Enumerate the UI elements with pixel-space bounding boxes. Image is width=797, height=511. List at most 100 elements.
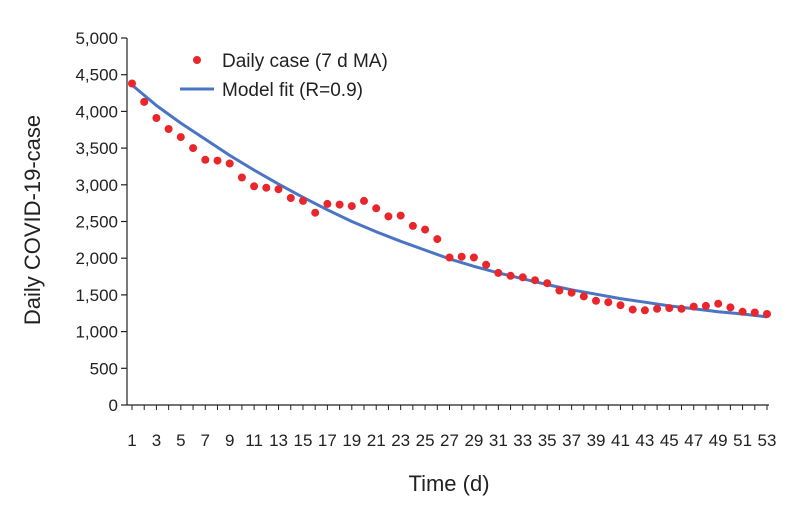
data-point — [225, 159, 234, 168]
x-tick-label: 1 — [127, 431, 136, 450]
x-tick-label: 3 — [152, 431, 161, 450]
data-point — [701, 301, 710, 310]
data-point — [164, 125, 173, 133]
data-point — [189, 144, 198, 153]
data-point — [665, 304, 674, 313]
data-point — [299, 196, 307, 205]
data-point — [140, 97, 149, 106]
data-point — [384, 212, 393, 221]
data-point — [286, 194, 295, 202]
data-point — [408, 221, 417, 230]
x-tick-label: 53 — [758, 431, 777, 450]
x-tick-label: 19 — [342, 431, 361, 450]
data-point — [433, 235, 442, 244]
y-axis-title: Daily COVID-19-case — [20, 115, 45, 325]
y-tick-label: 3,500 — [75, 139, 118, 158]
data-point — [750, 308, 759, 317]
data-point — [323, 199, 332, 208]
data-point — [518, 273, 527, 282]
x-tick-label: 51 — [733, 431, 752, 450]
x-tick-label: 23 — [391, 431, 410, 450]
data-point — [250, 182, 259, 191]
x-tick-label: 9 — [225, 431, 234, 450]
data-point — [274, 185, 283, 194]
data-point — [201, 155, 210, 164]
data-point — [213, 156, 222, 165]
x-tick-label: 15 — [294, 431, 313, 450]
data-point — [592, 296, 600, 305]
x-tick-label: 43 — [635, 431, 654, 450]
y-tick-label: 4,500 — [75, 66, 118, 85]
y-tick-label: 5,000 — [75, 29, 118, 48]
legend-label-line: Model fit (R=0.9) — [222, 80, 363, 101]
data-point — [567, 288, 576, 297]
data-point — [372, 204, 381, 213]
x-tick-label: 35 — [538, 431, 557, 450]
data-point — [445, 253, 454, 262]
x-tick-label: 25 — [416, 431, 435, 450]
y-tick-label: 2,500 — [75, 213, 118, 232]
model-fit-line — [131, 83, 768, 319]
data-point — [311, 208, 320, 217]
legend: Daily case (7 d MA) Model fit (R=0.9) — [180, 51, 388, 101]
x-tick-label: 29 — [464, 431, 483, 450]
data-point — [677, 304, 686, 313]
legend-scatter-marker — [193, 56, 201, 64]
x-tick-label: 37 — [562, 431, 581, 450]
x-tick-label: 45 — [660, 431, 679, 450]
y-tick-label: 3,000 — [75, 176, 118, 195]
data-point — [616, 301, 625, 310]
data-point — [726, 303, 735, 312]
y-tick-label: 1,000 — [75, 323, 118, 342]
x-tick-label: 33 — [513, 431, 532, 450]
data-point — [604, 298, 613, 307]
data-point — [128, 79, 136, 88]
x-tick-label: 21 — [367, 431, 386, 450]
data-point — [640, 306, 649, 315]
data-point — [176, 133, 185, 142]
data-point — [506, 271, 515, 280]
x-tick-label: 31 — [489, 431, 508, 450]
y-tick-label: 0 — [109, 396, 118, 415]
y-tick-label: 1,500 — [75, 286, 118, 305]
data-point — [653, 304, 662, 313]
x-tick-label: 47 — [684, 431, 703, 450]
x-tick-label: 13 — [269, 431, 288, 450]
x-tick-label: 41 — [611, 431, 630, 450]
x-tick-label: 49 — [709, 431, 728, 450]
data-point — [396, 211, 405, 220]
data-point — [543, 279, 552, 288]
data-point — [555, 286, 564, 295]
legend-label-scatter: Daily case (7 d MA) — [222, 51, 388, 72]
data-point — [494, 268, 503, 277]
data-point — [262, 183, 271, 192]
x-tick-label: 17 — [318, 431, 337, 450]
data-point — [579, 292, 588, 301]
data-point — [347, 202, 356, 211]
y-tick-label: 2,000 — [75, 249, 118, 268]
y-tick-label: 4,000 — [75, 102, 118, 121]
data-point — [714, 299, 723, 308]
data-point — [738, 307, 747, 316]
marks-group — [128, 79, 771, 319]
data-point — [482, 260, 491, 269]
x-tick-label: 11 — [245, 431, 263, 450]
data-point — [335, 200, 344, 209]
x-tick-label: 7 — [201, 431, 210, 450]
x-tick-label: 39 — [587, 431, 606, 450]
data-point — [421, 225, 430, 234]
data-point — [457, 252, 466, 261]
axes-group: 0 500 1,000 1,500 2,000 2,500 3,000 3,500 4,000 4… — [75, 29, 776, 450]
x-axis-title: Time (d) — [408, 471, 489, 496]
data-point — [628, 305, 637, 314]
data-point — [237, 173, 246, 182]
data-point — [360, 196, 368, 205]
x-tick-label: 5 — [176, 431, 185, 450]
data-point — [152, 114, 161, 122]
x-tick-label: 27 — [440, 431, 459, 450]
data-point — [531, 276, 539, 285]
data-point — [689, 302, 698, 311]
y-tick-label: 500 — [90, 359, 118, 378]
